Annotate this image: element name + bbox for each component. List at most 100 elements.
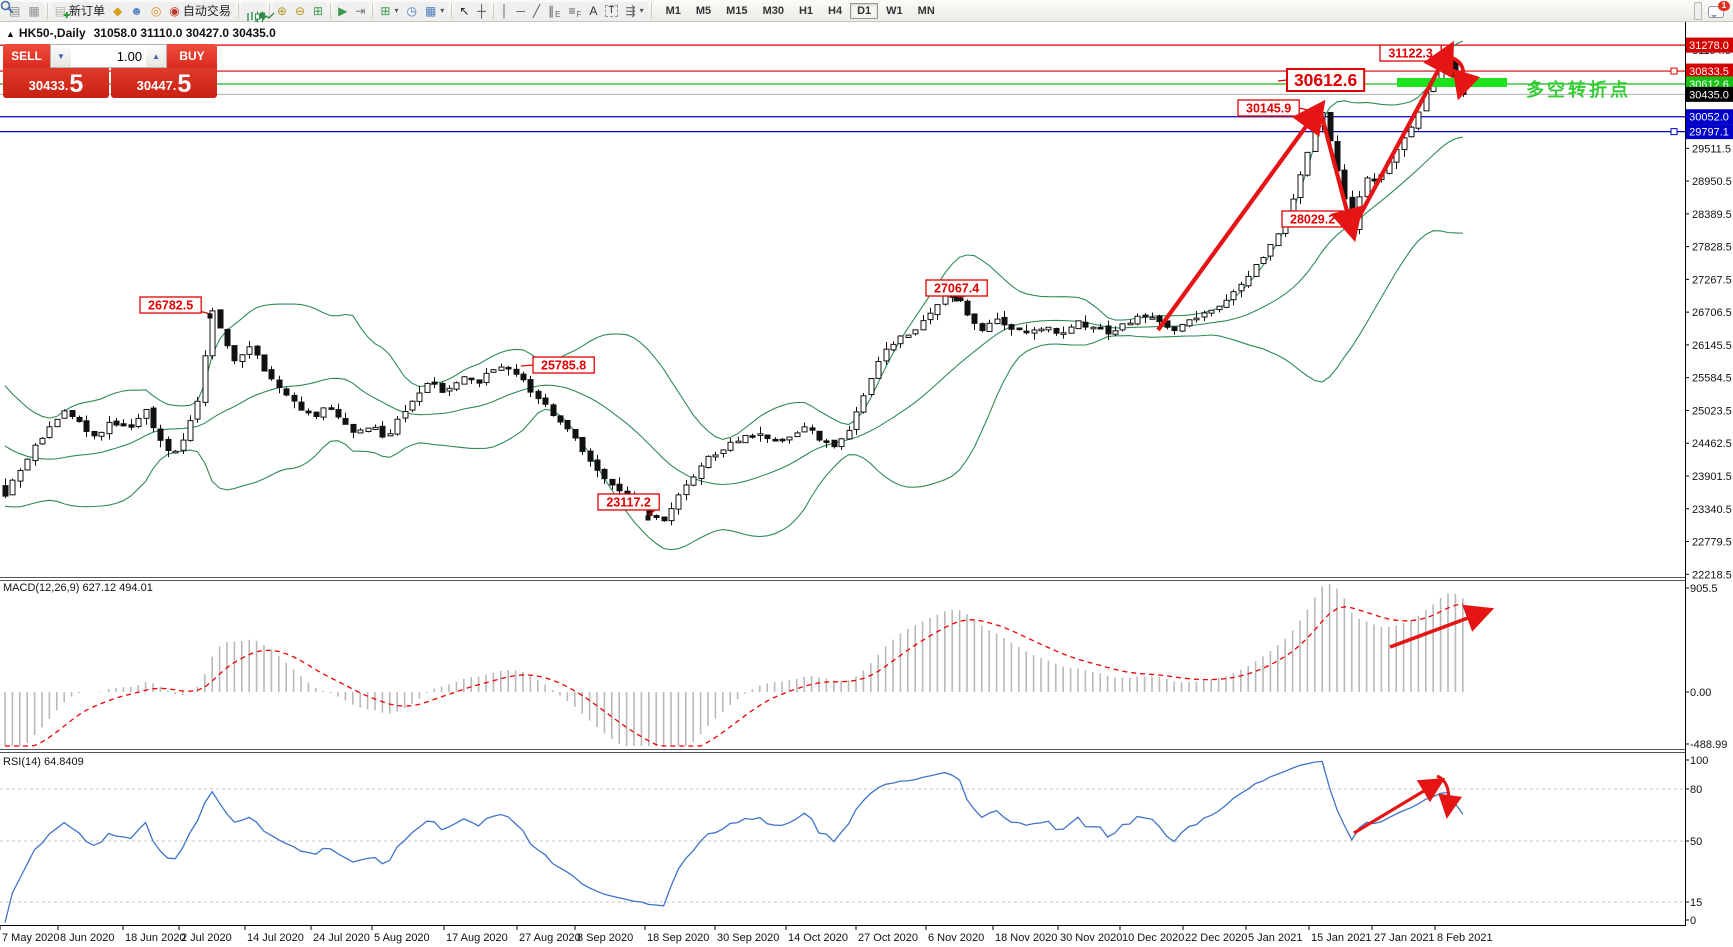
timeframe-h4-button[interactable]: H4 [821, 3, 849, 19]
svg-text:22218.5: 22218.5 [1692, 569, 1732, 581]
sell-button[interactable]: SELL [3, 44, 50, 68]
price-annotation-28029.2[interactable]: 28029.2 [1281, 210, 1353, 234]
new-chart-button[interactable]: ⊞ ▾ [376, 1, 403, 20]
price-annotation-26782.5[interactable]: 26782.5 [139, 296, 213, 319]
cursor-button[interactable]: ↖ [455, 1, 474, 20]
zoom-out-button[interactable]: ⊖ [290, 1, 310, 20]
toolbar-separator [330, 2, 332, 19]
timeframe-h1-button[interactable]: H1 [792, 3, 820, 19]
svg-text:30833.5: 30833.5 [1689, 66, 1729, 78]
price-annotation-23117.2[interactable]: 23117.2 [597, 493, 660, 521]
text-button[interactable]: A [585, 1, 602, 20]
line-chart-button[interactable] [257, 1, 275, 20]
cursor-icon: ↖ [459, 3, 470, 18]
svg-text:5 Aug 2020: 5 Aug 2020 [374, 932, 430, 944]
horizontal-line-button[interactable]: ─ [512, 1, 529, 20]
auto-scroll-button[interactable]: ▶ [334, 1, 352, 20]
swing-point-marker[interactable] [207, 313, 213, 319]
volume-value[interactable]: 1.00 [116, 48, 143, 64]
price-annotation-30612.6[interactable]: 30612.6 [1277, 68, 1366, 92]
equidistant-channel-button[interactable]: ∥ E [544, 1, 565, 20]
rsi-trend-arrow[interactable] [1353, 778, 1446, 835]
search-button[interactable] [0, 0, 1702, 20]
trend-arrow[interactable] [1350, 40, 1454, 231]
buy-button[interactable]: BUY [167, 44, 217, 68]
metaeditor-icon: ◆ [113, 3, 123, 18]
vertical-line-icon: │ [500, 3, 509, 18]
svg-text:31278.0: 31278.0 [1689, 40, 1729, 52]
svg-text:8 Jun 2020: 8 Jun 2020 [60, 932, 114, 944]
autotrading-icon: ◉ [169, 3, 180, 18]
chat-unread-badge: 1 [1718, 0, 1730, 11]
new-chart-dropdown-arrow[interactable]: ▾ [394, 6, 399, 15]
macd-pane[interactable] [4, 584, 1464, 747]
volume-decrease-button[interactable]: ▼ [51, 45, 71, 67]
templates-icon: ▦ [424, 3, 437, 18]
volume-increase-button[interactable]: ▲ [146, 45, 166, 67]
trend-arrow[interactable] [1318, 112, 1363, 243]
macd-trend-arrow[interactable] [1389, 604, 1495, 649]
period-clock-icon: ◷ [406, 3, 417, 18]
timeframe-bar: M1 M5 M15 M30 H1 H4 D1 W1 MN [659, 2, 942, 19]
text-label-button[interactable]: T [601, 1, 622, 20]
chart-shift-icon: ⇥ [355, 3, 366, 18]
signals-button[interactable]: ◎ [146, 1, 166, 20]
trendline-button[interactable]: ╱ [528, 1, 545, 20]
equidistant-channel-badge-letter: E [555, 9, 561, 19]
price-annotation-31122.3[interactable]: 31122.3 [1379, 44, 1447, 62]
new-order-button[interactable]: ▤ ✚ 新订单 [50, 1, 110, 20]
timeframe-mn-button[interactable]: MN [911, 3, 942, 19]
fibonacci-icon: ≡ [568, 3, 576, 18]
timeframe-d1-button[interactable]: D1 [850, 2, 879, 19]
annotations[interactable]: 26782.5 25785.8 23117.2 27067.4 30145.9 28029… [139, 44, 1507, 521]
autotrading-button[interactable]: ◉ 自动交易 [165, 1, 235, 20]
zoom-in-button[interactable]: ⊕ [272, 1, 291, 20]
candlestick-chart-button[interactable] [249, 1, 265, 22]
svg-text:22779.5: 22779.5 [1692, 537, 1732, 549]
fibonacci-button[interactable]: ≡ F [564, 1, 586, 20]
vertical-line-button[interactable]: │ [496, 1, 513, 20]
svg-text:29511.5: 29511.5 [1692, 143, 1731, 155]
buy-price-display[interactable]: 30447. 5 [111, 68, 217, 98]
trend-arrow-hook[interactable] [1451, 56, 1481, 101]
toolbox-button[interactable]: ☻ [126, 1, 147, 20]
timeframe-w1-button[interactable]: W1 [879, 3, 910, 19]
price-annotation-27067.4[interactable]: 27067.4 [925, 279, 988, 302]
trend-arrow[interactable] [1156, 99, 1326, 332]
trend-arrows[interactable] [1156, 40, 1481, 332]
price-annotation-30145.9[interactable]: 30145.9 [1237, 99, 1313, 117]
indicator-axis-ticks: 905.5 0.00 -488.99 100 80 50 15 0 [1685, 583, 1727, 927]
swing-point-marker[interactable] [953, 296, 959, 302]
templates-dropdown-arrow[interactable]: ▾ [440, 6, 445, 15]
crosshair-button[interactable]: ┼ [473, 1, 490, 20]
price-annotation-25785.8[interactable]: 25785.8 [520, 356, 595, 374]
rsi-pane[interactable] [0, 760, 1685, 923]
metaeditor-button[interactable]: ◆ [109, 1, 127, 20]
svg-text:10 Dec 2020: 10 Dec 2020 [1122, 932, 1184, 944]
templates-button[interactable]: ▦ ▾ [420, 1, 449, 20]
svg-text:30 Nov 2020: 30 Nov 2020 [1060, 932, 1122, 944]
line-handle[interactable] [1670, 67, 1678, 75]
timeframe-m15-button[interactable]: M15 [719, 3, 754, 19]
collapse-triangle-icon[interactable]: ▲ [6, 29, 15, 39]
pivot-zone-highlight[interactable] [1397, 78, 1507, 87]
timeframe-m30-button[interactable]: M30 [756, 3, 791, 19]
profiles-button[interactable]: ▦ [24, 1, 44, 20]
bar-chart-button[interactable] [241, 1, 257, 22]
main-chart-pane[interactable] [2, 40, 1467, 551]
arrows-tool-button[interactable]: ⇶ ▾ [621, 1, 648, 20]
svg-text:18 Sep 2020: 18 Sep 2020 [647, 932, 709, 944]
chat-button[interactable]: 1 [1708, 0, 1730, 19]
rsi-trend-arrow-hook[interactable] [1436, 774, 1462, 819]
timeframe-m5-button[interactable]: M5 [689, 3, 718, 19]
arrows-tool-dropdown-arrow[interactable]: ▾ [639, 6, 644, 15]
chart-shift-button[interactable]: ⇥ [351, 1, 370, 20]
timeframe-m1-button[interactable]: M1 [659, 3, 688, 19]
line-handle[interactable] [1670, 128, 1678, 136]
period-clock-button[interactable]: ◷ [402, 1, 421, 20]
swing-point-marker[interactable] [645, 515, 651, 521]
sell-price-display[interactable]: 30433. 5 [3, 68, 109, 98]
tile-windows-button[interactable]: ⊞ [309, 1, 328, 20]
